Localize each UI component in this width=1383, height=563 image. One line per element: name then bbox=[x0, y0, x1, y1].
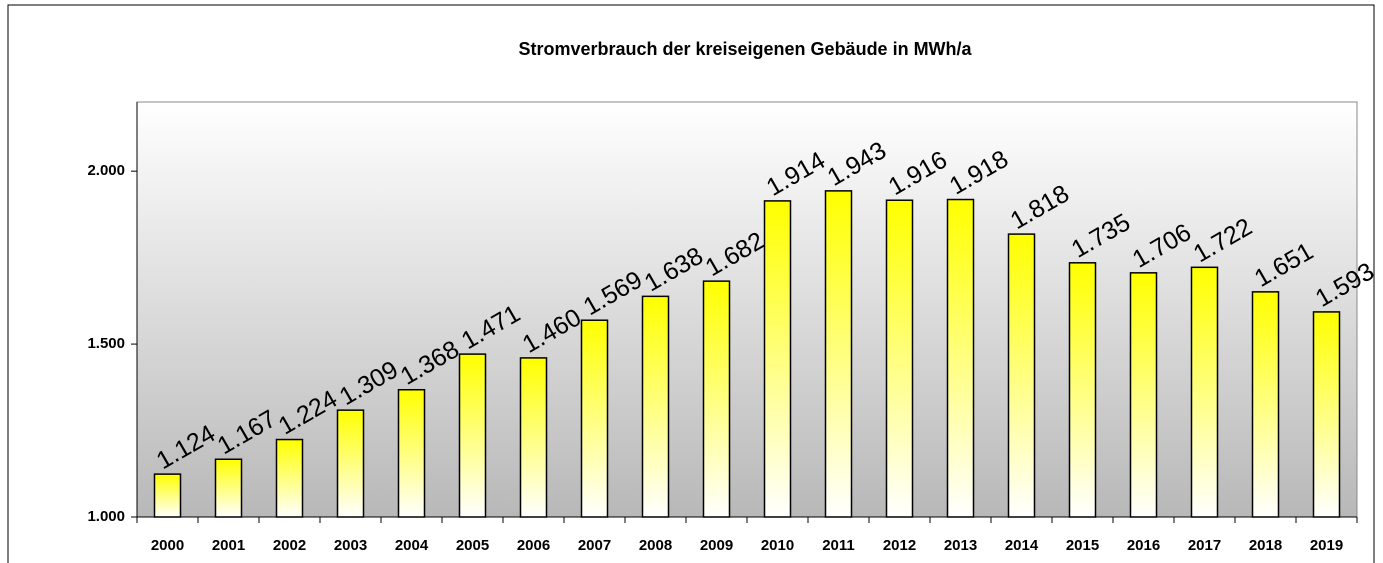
x-tick-label: 2006 bbox=[517, 537, 550, 554]
bar bbox=[946, 198, 975, 518]
x-tick-label: 2009 bbox=[700, 537, 733, 554]
x-tick-label: 2000 bbox=[151, 537, 184, 554]
x-tick-label: 2008 bbox=[639, 537, 672, 554]
x-tick-label: 2001 bbox=[212, 537, 245, 554]
x-tick-label: 2011 bbox=[822, 537, 855, 554]
bar bbox=[763, 200, 792, 518]
bar bbox=[1251, 291, 1280, 518]
bar bbox=[1190, 266, 1219, 518]
x-tick-label: 2012 bbox=[883, 537, 916, 554]
chart-title: Stromverbrauch der kreiseigenen Gebäude … bbox=[518, 39, 972, 59]
x-tick-label: 2010 bbox=[761, 537, 794, 554]
x-tick-label: 2016 bbox=[1127, 537, 1160, 554]
y-tick-label: 1.500 bbox=[87, 335, 125, 352]
x-tick-label: 2005 bbox=[456, 537, 489, 554]
bar bbox=[458, 353, 487, 518]
x-tick-label: 2013 bbox=[944, 537, 977, 554]
bar bbox=[153, 473, 182, 518]
x-tick-label: 2019 bbox=[1310, 537, 1343, 554]
x-tick-label: 2014 bbox=[1005, 537, 1039, 554]
bar bbox=[1129, 272, 1158, 518]
y-tick-label: 1.000 bbox=[87, 508, 125, 525]
bar bbox=[641, 295, 670, 518]
bar bbox=[824, 190, 853, 518]
x-tick-label: 2004 bbox=[395, 537, 429, 554]
x-tick-label: 2017 bbox=[1188, 537, 1221, 554]
x-tick-label: 2018 bbox=[1249, 537, 1282, 554]
bar bbox=[1068, 262, 1097, 518]
x-tick-label: 2002 bbox=[273, 537, 306, 554]
bar bbox=[397, 388, 426, 518]
y-tick-label: 2.000 bbox=[87, 162, 125, 179]
x-tick-label: 2003 bbox=[334, 537, 367, 554]
bar bbox=[336, 409, 365, 518]
bar bbox=[275, 438, 304, 518]
bar bbox=[214, 458, 243, 518]
bar bbox=[1007, 233, 1036, 518]
bar bbox=[519, 357, 548, 518]
bar bbox=[885, 199, 914, 518]
bar bbox=[580, 319, 609, 518]
x-tick-label: 2015 bbox=[1066, 537, 1099, 554]
x-tick-label: 2007 bbox=[578, 537, 611, 554]
bar bbox=[1312, 311, 1341, 518]
plot-area bbox=[136, 101, 1358, 518]
bar bbox=[702, 280, 731, 518]
